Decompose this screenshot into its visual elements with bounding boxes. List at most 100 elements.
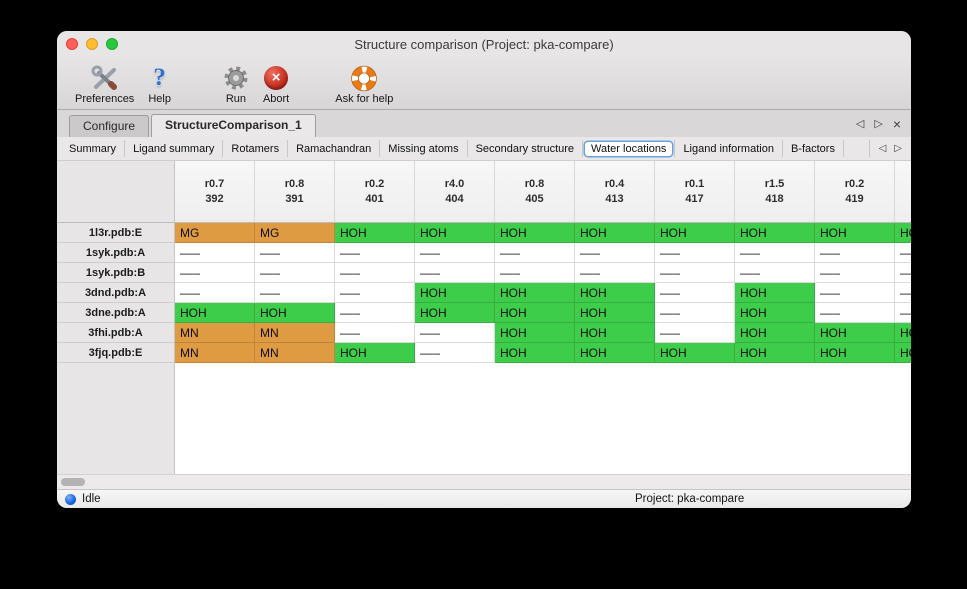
column-header-405[interactable]: r0.8 405 <box>495 161 575 223</box>
table-cell[interactable]: HOH <box>495 343 575 363</box>
column-header-clipped[interactable] <box>895 161 911 223</box>
tab-summary[interactable]: Summary <box>61 140 126 157</box>
row-header[interactable]: 3dnd.pdb:A <box>57 283 175 303</box>
table-cell[interactable]: HOH <box>735 223 815 243</box>
scrollbar-thumb[interactable] <box>61 478 85 486</box>
table-cell[interactable]: ––– <box>335 323 415 343</box>
table-cell[interactable]: ––– <box>255 283 335 303</box>
table-cell[interactable]: HOH <box>415 303 495 323</box>
tab-b-factors[interactable]: B-factors <box>783 140 844 157</box>
tab-ligand-information[interactable]: Ligand information <box>675 140 783 157</box>
table-cell[interactable]: HOH <box>495 323 575 343</box>
table-cell[interactable]: HOH <box>735 323 815 343</box>
tab-next-icon[interactable]: ▷ <box>874 118 883 130</box>
tab-water-locations[interactable]: Water locations <box>583 140 676 157</box>
table-cell[interactable]: ––– <box>335 283 415 303</box>
table-cell[interactable]: ––– <box>655 283 735 303</box>
table-cell[interactable]: ––– <box>895 283 911 303</box>
tab-structurecomparison-1[interactable]: StructureComparison_1 <box>151 114 316 137</box>
table-cell[interactable]: HOH <box>415 223 495 243</box>
table-cell[interactable]: HOH <box>575 223 655 243</box>
column-header-391[interactable]: r0.8 391 <box>255 161 335 223</box>
table-cell[interactable]: ––– <box>735 263 815 283</box>
table-cell[interactable]: HOH <box>495 223 575 243</box>
table-cell[interactable]: ––– <box>255 263 335 283</box>
table-cell[interactable]: ––– <box>815 263 895 283</box>
table-cell[interactable]: HOH <box>575 283 655 303</box>
table-cell[interactable]: ––– <box>335 303 415 323</box>
table-cell[interactable]: HOH <box>255 303 335 323</box>
table-cell[interactable]: ––– <box>815 243 895 263</box>
tab-ramachandran[interactable]: Ramachandran <box>288 140 381 157</box>
table-cell[interactable]: HOH <box>895 343 911 363</box>
column-header-417[interactable]: r0.1 417 <box>655 161 735 223</box>
row-header[interactable]: 1l3r.pdb:E <box>57 223 175 243</box>
row-header[interactable]: 1syk.pdb:A <box>57 243 175 263</box>
tab-rotamers[interactable]: Rotamers <box>223 140 289 157</box>
column-header-418[interactable]: r1.5 418 <box>735 161 815 223</box>
column-header-401[interactable]: r0.2 401 <box>335 161 415 223</box>
table-cell[interactable]: ––– <box>495 243 575 263</box>
table-cell[interactable]: HOH <box>815 343 895 363</box>
zoom-window-button[interactable] <box>106 38 118 50</box>
table-cell[interactable]: ––– <box>175 283 255 303</box>
table-cell[interactable]: HOH <box>415 283 495 303</box>
table-cell[interactable]: HOH <box>895 223 911 243</box>
table-cell[interactable]: ––– <box>575 263 655 283</box>
table-cell[interactable]: ––– <box>655 263 735 283</box>
table-cell[interactable]: ––– <box>175 263 255 283</box>
table-cell[interactable]: ––– <box>255 243 335 263</box>
secondary-prev-icon[interactable]: ◁ <box>878 143 887 154</box>
table-cell[interactable]: ––– <box>655 243 735 263</box>
table-cell[interactable]: ––– <box>415 263 495 283</box>
table-cell[interactable]: MG <box>175 223 255 243</box>
table-cell[interactable]: ––– <box>415 343 495 363</box>
minimize-window-button[interactable] <box>86 38 98 50</box>
row-header[interactable]: 3fhi.pdb:A <box>57 323 175 343</box>
column-header-392[interactable]: r0.7 392 <box>175 161 255 223</box>
column-header-404[interactable]: r4.0 404 <box>415 161 495 223</box>
table-cell[interactable]: HOH <box>575 323 655 343</box>
table-cell[interactable]: HOH <box>735 303 815 323</box>
table-cell[interactable]: ––– <box>895 263 911 283</box>
table-cell[interactable]: HOH <box>575 303 655 323</box>
table-cell[interactable]: ––– <box>335 243 415 263</box>
table-cell[interactable]: MN <box>255 343 335 363</box>
tab-prev-icon[interactable]: ◁ <box>855 118 865 130</box>
table-cell[interactable]: MN <box>255 323 335 343</box>
abort-button[interactable]: × Abort <box>257 63 295 106</box>
table-cell[interactable]: ––– <box>895 243 911 263</box>
table-cell[interactable]: HOH <box>335 343 415 363</box>
column-header-419[interactable]: r0.2 419 <box>815 161 895 223</box>
table-cell[interactable]: ––– <box>815 303 895 323</box>
table-cell[interactable]: MN <box>175 343 255 363</box>
table-cell[interactable]: HOH <box>655 343 735 363</box>
preferences-button[interactable]: Preferences <box>69 63 140 106</box>
row-header[interactable]: 3fjq.pdb:E <box>57 343 175 363</box>
table-cell[interactable]: MN <box>175 323 255 343</box>
close-window-button[interactable] <box>66 38 78 50</box>
table-cell[interactable]: HOH <box>735 343 815 363</box>
tab-ligand-summary[interactable]: Ligand summary <box>125 140 224 157</box>
table-cell[interactable]: ––– <box>415 243 495 263</box>
table-cell[interactable]: HOH <box>815 323 895 343</box>
row-header[interactable]: 1syk.pdb:B <box>57 263 175 283</box>
help-button[interactable]: ? Help <box>142 63 177 106</box>
table-cell[interactable]: ––– <box>175 243 255 263</box>
tab-configure[interactable]: Configure <box>69 115 150 137</box>
table-cell[interactable]: HOH <box>575 343 655 363</box>
table-cell[interactable]: HOH <box>495 283 575 303</box>
table-cell[interactable]: HOH <box>335 223 415 243</box>
table-cell[interactable]: HOH <box>655 223 735 243</box>
table-cell[interactable]: MG <box>255 223 335 243</box>
secondary-next-icon[interactable]: ▷ <box>894 143 902 154</box>
horizontal-scrollbar[interactable] <box>57 474 911 489</box>
table-cell[interactable]: ––– <box>735 243 815 263</box>
table-cell[interactable]: ––– <box>415 323 495 343</box>
table-cell[interactable]: HOH <box>735 283 815 303</box>
tab-missing-atoms[interactable]: Missing atoms <box>380 140 468 157</box>
ask-for-help-button[interactable]: Ask for help <box>329 63 399 106</box>
table-cell[interactable]: ––– <box>335 263 415 283</box>
table-cell[interactable]: ––– <box>655 303 735 323</box>
tab-close-icon[interactable]: × <box>892 115 901 132</box>
